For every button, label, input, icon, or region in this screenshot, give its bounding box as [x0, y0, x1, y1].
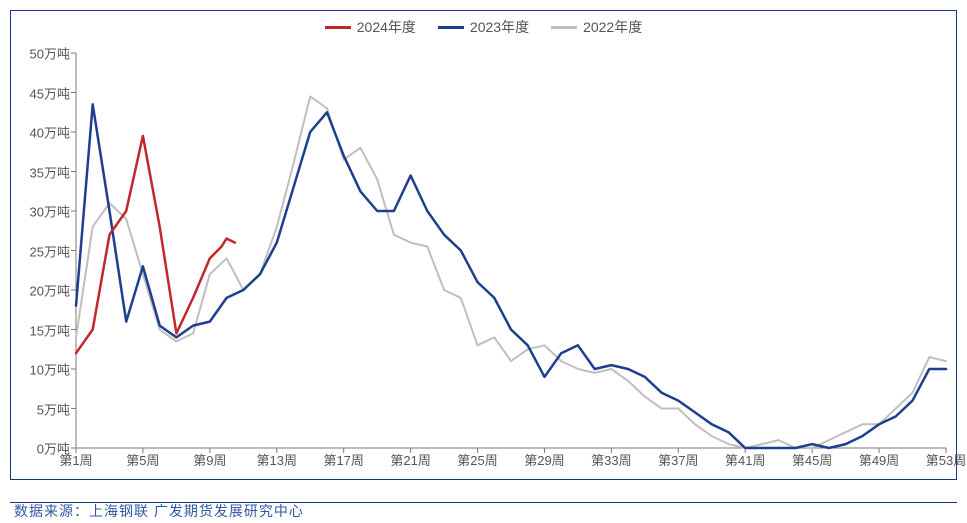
legend-label: 2023年度: [470, 17, 529, 37]
x-tick-label: 第53周: [926, 450, 966, 469]
legend-item: 2022年度: [551, 17, 642, 37]
x-tick-label: 第49周: [859, 450, 899, 469]
x-tick-label: 第33周: [591, 450, 631, 469]
y-tick-label: 25万吨: [11, 241, 70, 260]
x-tick-label: 第29周: [524, 450, 564, 469]
legend-item: 2023年度: [438, 17, 529, 37]
y-tick-label: 5万吨: [11, 399, 70, 418]
x-tick-label: 第25周: [457, 450, 497, 469]
legend-swatch: [438, 26, 464, 29]
legend-item: 2024年度: [325, 17, 416, 37]
y-tick-label: 50万吨: [11, 44, 70, 63]
x-tick-label: 第1周: [59, 450, 92, 469]
x-tick-label: 第37周: [658, 450, 698, 469]
chart-container: 2024年度2023年度2022年度 0万吨5万吨10万吨15万吨20万吨25万…: [0, 0, 967, 523]
plot-svg: [76, 53, 946, 454]
series-line: [76, 104, 946, 448]
x-tick-label: 第21周: [390, 450, 430, 469]
legend-swatch: [325, 26, 351, 29]
y-tick-label: 10万吨: [11, 360, 70, 379]
y-tick-label: 35万吨: [11, 162, 70, 181]
source-text: 数据来源：上海钢联 广发期货发展研究中心: [14, 501, 304, 521]
legend: 2024年度 2023年度 2022年度: [11, 17, 956, 37]
y-tick-label: 30万吨: [11, 202, 70, 221]
series-line: [76, 96, 946, 448]
x-tick-label: 第17周: [323, 450, 363, 469]
x-tick-label: 第41周: [725, 450, 765, 469]
y-tick-label: 45万吨: [11, 83, 70, 102]
legend-label: 2022年度: [583, 17, 642, 37]
legend-swatch: [551, 26, 577, 29]
y-tick-label: 40万吨: [11, 123, 70, 142]
x-tick-label: 第5周: [126, 450, 159, 469]
y-tick-label: 20万吨: [11, 281, 70, 300]
plot-area: [76, 53, 946, 448]
legend-label: 2024年度: [357, 17, 416, 37]
x-tick-label: 第9周: [193, 450, 226, 469]
chart-frame: 2024年度2023年度2022年度 0万吨5万吨10万吨15万吨20万吨25万…: [10, 10, 957, 480]
y-tick-label: 15万吨: [11, 320, 70, 339]
x-tick-label: 第45周: [792, 450, 832, 469]
x-tick-label: 第13周: [257, 450, 297, 469]
